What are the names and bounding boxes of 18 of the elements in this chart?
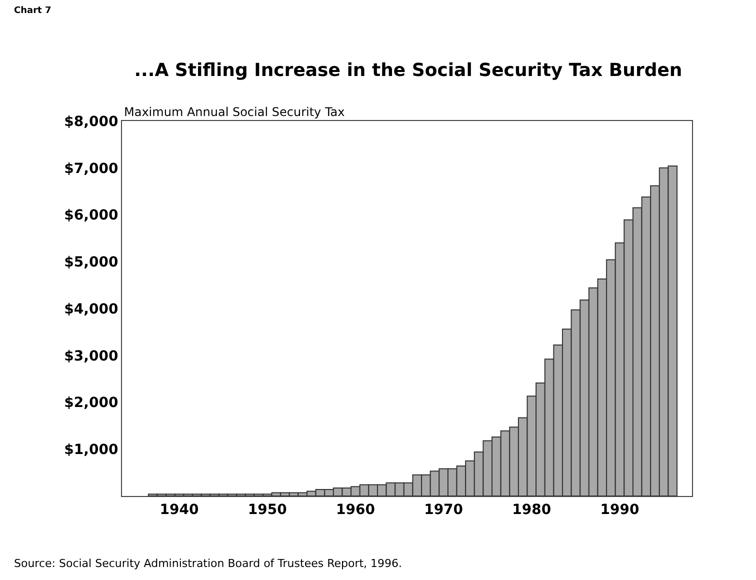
x-tick-label: 1960 (336, 502, 376, 518)
x-tick-label: 1980 (512, 502, 552, 518)
x-tick-label: 1970 (424, 502, 464, 518)
y-tick-label: $8,000 (64, 114, 118, 130)
source-note: Source: Social Security Administration Board of Trustees Report, 1996. (14, 557, 402, 570)
y-tick-label: $2,000 (64, 395, 118, 412)
y-axis-title: Maximum Annual Social Security Tax (124, 105, 345, 119)
caption: Chart 7 (14, 6, 52, 16)
x-tick-label: 1990 (600, 502, 640, 518)
y-tick-label: $1,000 (64, 442, 118, 458)
chart-title: ...A Stifling Increase in the Social Security Tax Burden (134, 60, 682, 81)
y-tick-label: $5,000 (64, 254, 118, 271)
y-tick-label: $4,000 (64, 301, 118, 318)
y-tick-label: $3,000 (64, 348, 118, 364)
x-tick-label: 1950 (248, 502, 288, 518)
y-tick-label: $6,000 (64, 208, 118, 224)
y-tick-label: $7,000 (64, 160, 118, 177)
x-tick-label: 1940 (160, 502, 199, 518)
